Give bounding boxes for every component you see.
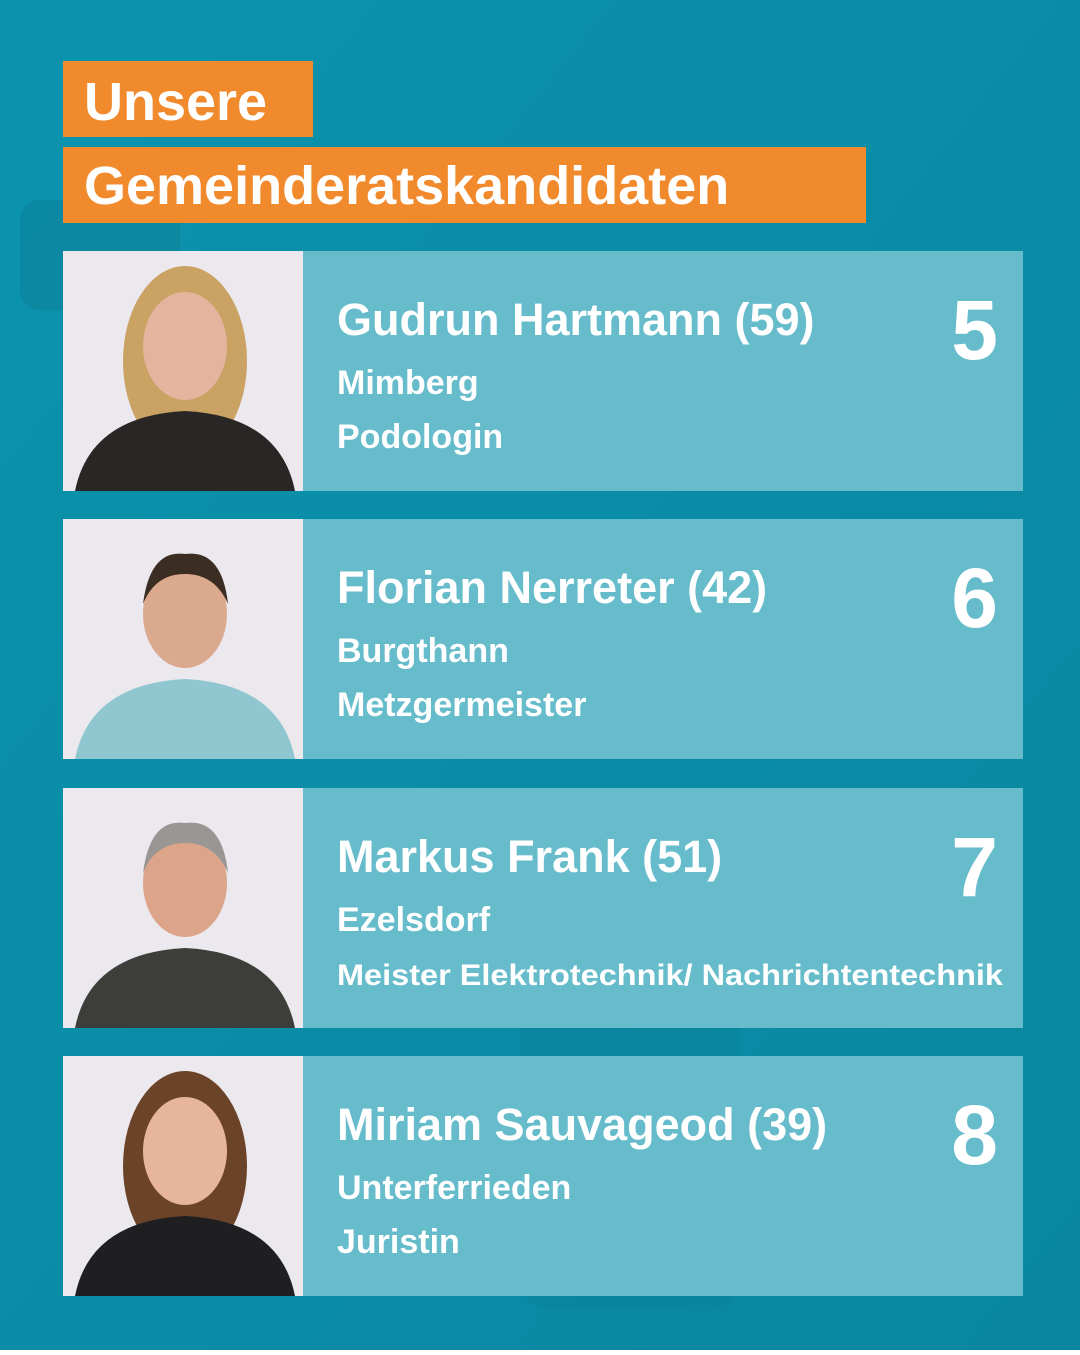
- photo-face: [143, 292, 227, 400]
- photo-hair: [143, 822, 228, 873]
- list-number: 5: [951, 283, 998, 377]
- photo-body: [75, 1216, 295, 1296]
- candidate-name: Markus Frank (51): [337, 831, 722, 882]
- card-background: [303, 519, 1023, 759]
- candidate-name: Florian Nerreter (42): [337, 562, 767, 613]
- title-line: Gemeinderatskandidaten: [84, 156, 729, 216]
- candidate-job: Meister Elektrotechnik/ Nachrichtentechn…: [337, 959, 1003, 992]
- candidate-job: Metzgermeister: [337, 686, 586, 724]
- candidate-place: Burgthann: [337, 632, 509, 670]
- list-number: 8: [951, 1088, 998, 1182]
- title-box: [63, 61, 313, 137]
- candidate-job: Podologin: [337, 418, 503, 456]
- photo-face: [143, 1097, 227, 1205]
- photo-body: [75, 948, 295, 1028]
- card-background: [303, 788, 1023, 1028]
- title-line: Unsere: [84, 72, 267, 132]
- card-background: [303, 251, 1023, 491]
- candidate-card: Miriam Sauvageod (39) Unterferrieden Juris…: [63, 1056, 1023, 1296]
- candidate-place: Mimberg: [337, 364, 479, 402]
- candidate-name: Miriam Sauvageod (39): [337, 1099, 827, 1150]
- photo-body: [75, 679, 295, 759]
- candidate-card: Florian Nerreter (42) Burgthann Metzgermei…: [63, 519, 1023, 759]
- candidate-name: Gudrun Hartmann (59): [337, 294, 815, 345]
- photo-face: [143, 829, 227, 937]
- card-background: [303, 1056, 1023, 1296]
- photo-face: [143, 560, 227, 668]
- photo-hair: [143, 553, 228, 604]
- candidate-list: Gudrun Hartmann (59) Mimberg Podologin 5 Flo…: [63, 251, 1023, 1296]
- candidate-place: Unterferrieden: [337, 1169, 571, 1207]
- candidate-card: Markus Frank (51) Ezelsdorf Meister Elektr…: [63, 788, 1023, 1028]
- list-number: 6: [951, 551, 998, 645]
- candidate-job: Juristin: [337, 1223, 460, 1261]
- list-number: 7: [951, 820, 998, 914]
- photo-body: [75, 411, 295, 491]
- candidate-place: Ezelsdorf: [337, 901, 491, 939]
- candidate-card: Gudrun Hartmann (59) Mimberg Podologin 5: [63, 251, 1023, 491]
- title-box: [63, 147, 866, 223]
